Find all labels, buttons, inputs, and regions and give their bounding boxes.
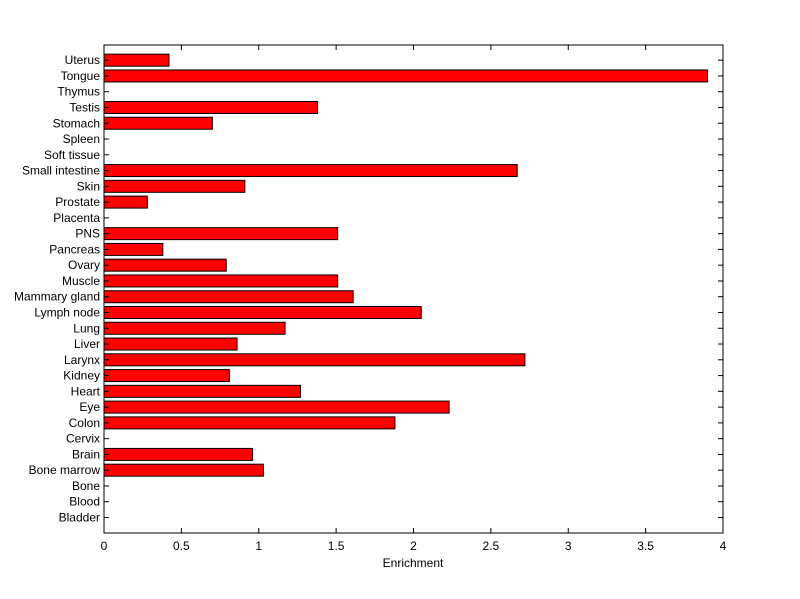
x-ticks-group: 0 0.5 1 1.5 2 2.5 3 3.5 4 xyxy=(101,45,727,553)
x-tick-label-3: 3 xyxy=(565,539,572,553)
y-tick-label-muscle: Muscle xyxy=(62,274,100,288)
x-tick-label-3-5: 3.5 xyxy=(637,539,654,553)
bar-heart xyxy=(103,384,302,398)
bar-liver xyxy=(103,337,238,351)
y-tick-label-colon: Colon xyxy=(69,416,100,430)
y-tick-label-thymus: Thymus xyxy=(57,85,100,99)
y-tick-label-bone-marrow: Bone marrow xyxy=(29,463,101,477)
bar-larynx xyxy=(103,353,526,367)
x-tick-label-0-5: 0.5 xyxy=(173,539,190,553)
bar-stomach xyxy=(103,116,213,130)
bar-pns xyxy=(103,227,339,241)
y-tick-label-soft-tissue: Soft tissue xyxy=(44,148,100,162)
y-tick-label-heart: Heart xyxy=(71,384,101,398)
bar-mammary-gland xyxy=(103,290,354,304)
bar-pancreas xyxy=(103,242,164,256)
y-tick-label-brain: Brain xyxy=(72,447,100,461)
y-tick-label-uterus: Uterus xyxy=(65,53,100,67)
y-tick-label-eye: Eye xyxy=(79,400,100,414)
y-tick-label-bladder: Bladder xyxy=(59,511,100,525)
x-tick-label-1: 1 xyxy=(255,539,262,553)
y-tick-label-testis: Testis xyxy=(69,100,100,114)
x-tick-label-2: 2 xyxy=(410,539,417,553)
plot-frame xyxy=(103,44,724,534)
y-tick-label-spleen: Spleen xyxy=(63,132,100,146)
x-tick-label-2-5: 2.5 xyxy=(483,539,500,553)
bar-testis xyxy=(103,100,319,114)
y-tick-label-tongue: Tongue xyxy=(61,69,101,83)
y-tick-label-lymph-node: Lymph node xyxy=(34,305,100,319)
y-tick-label-placenta: Placenta xyxy=(53,211,100,225)
x-tick-label-4: 4 xyxy=(720,539,727,553)
bar-tongue xyxy=(103,69,709,83)
y-tick-label-pns: PNS xyxy=(75,227,100,241)
bar-muscle xyxy=(103,274,339,288)
y-tick-label-mammary-gland: Mammary gland xyxy=(14,290,100,304)
y-tick-label-kidney: Kidney xyxy=(63,369,100,383)
y-tick-label-cervix: Cervix xyxy=(66,432,100,446)
bar-small-intestine xyxy=(103,164,518,178)
y-tick-label-lung: Lung xyxy=(73,321,100,335)
bar-prostate xyxy=(103,195,148,209)
x-tick-label-0: 0 xyxy=(101,539,108,553)
y-tick-label-pancreas: Pancreas xyxy=(49,242,100,256)
bar-eye xyxy=(103,400,450,414)
bar-uterus xyxy=(103,53,170,67)
x-axis-label: Enrichment xyxy=(383,556,444,570)
bar-kidney xyxy=(103,369,230,383)
y-tick-label-small-intestine: Small intestine xyxy=(22,164,100,178)
bar-brain xyxy=(103,447,254,461)
x-tick-label-1-5: 1.5 xyxy=(328,539,345,553)
y-tick-label-blood: Blood xyxy=(69,495,100,509)
y-tick-label-skin: Skin xyxy=(77,179,100,193)
y-tick-label-larynx: Larynx xyxy=(64,353,100,367)
bar-skin xyxy=(103,179,246,193)
y-tick-label-prostate: Prostate xyxy=(55,195,100,209)
bar-colon xyxy=(103,416,396,430)
y-tick-label-ovary: Ovary xyxy=(68,258,100,272)
bar-bone-marrow xyxy=(103,463,264,477)
y-tick-label-bone: Bone xyxy=(72,479,100,493)
y-tick-label-stomach: Stomach xyxy=(53,116,100,130)
y-tick-label-liver: Liver xyxy=(74,337,100,351)
bar-ovary xyxy=(103,258,227,272)
bar-lymph-node xyxy=(103,305,422,319)
bar-lung xyxy=(103,321,286,335)
